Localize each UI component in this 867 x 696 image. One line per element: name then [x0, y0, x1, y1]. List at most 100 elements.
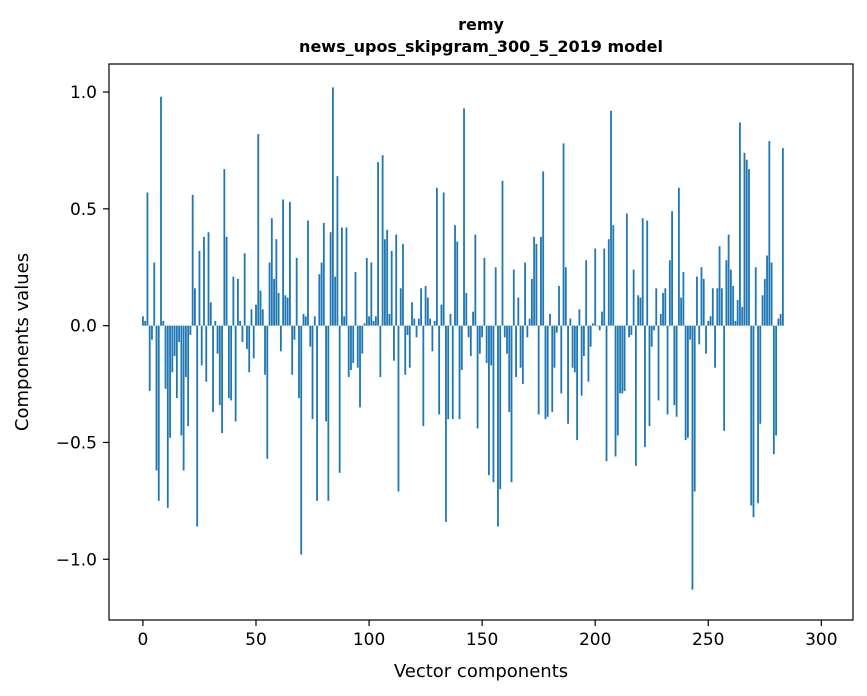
- bar-126: [426, 297, 429, 326]
- bar-29: [207, 232, 210, 326]
- bar-9: [162, 320, 165, 326]
- bar-31: [212, 325, 214, 413]
- bar-95: [356, 325, 359, 368]
- bar-98: [363, 323, 366, 326]
- bar-198: [589, 325, 592, 347]
- bar-206: [607, 239, 610, 326]
- bar-54: [264, 325, 266, 375]
- bar-22: [191, 194, 194, 326]
- bar-111: [393, 325, 395, 361]
- bar-221: [641, 218, 644, 326]
- bar-249: [705, 325, 707, 354]
- bar-232: [666, 325, 669, 415]
- bar-212: [621, 325, 624, 394]
- bar-225: [650, 325, 653, 347]
- bar-88: [341, 227, 343, 326]
- bar-211: [619, 325, 621, 394]
- x-tick-label: 0: [138, 630, 149, 650]
- bar-200: [594, 248, 597, 326]
- bar-86: [336, 176, 339, 326]
- bar-23: [194, 288, 196, 326]
- bar-226: [653, 325, 655, 331]
- bar-82: [327, 325, 330, 501]
- bar-159: [501, 180, 504, 326]
- bar-177: [542, 171, 545, 326]
- bar-114: [399, 288, 402, 326]
- bar-274: [761, 295, 764, 326]
- bar-71: [302, 313, 305, 326]
- bar-235: [673, 325, 676, 406]
- x-axis-label: Vector components: [394, 661, 568, 682]
- bar-19: [184, 325, 187, 378]
- bar-93: [352, 325, 355, 364]
- bar-139: [456, 241, 459, 326]
- bar-131: [438, 325, 441, 415]
- bar-42: [237, 278, 239, 326]
- bar-33: [216, 325, 219, 354]
- bar-237: [677, 187, 680, 326]
- bar-56: [268, 262, 271, 326]
- bar-257: [723, 325, 726, 431]
- bar-220: [639, 297, 642, 326]
- bar-144: [467, 325, 470, 338]
- bar-122: [417, 318, 420, 326]
- bar-195: [582, 325, 585, 357]
- bar-266: [743, 152, 746, 326]
- x-tick-label: 150: [466, 630, 498, 650]
- bar-20: [187, 325, 190, 427]
- bar-184: [558, 285, 560, 326]
- bar-275: [763, 278, 766, 326]
- bar-2: [146, 192, 149, 326]
- bar-185: [560, 325, 563, 394]
- bar-66: [291, 325, 294, 375]
- bar-26: [200, 325, 203, 366]
- bar-270: [752, 325, 755, 518]
- bar-164: [512, 269, 515, 326]
- bar-142: [463, 108, 465, 326]
- bar-143: [465, 292, 468, 326]
- plot-frame: [108, 63, 854, 621]
- bar-265: [741, 306, 744, 326]
- bar-204: [603, 248, 606, 326]
- bar-73: [307, 220, 309, 326]
- bar-101: [370, 262, 373, 326]
- bar-68: [295, 257, 298, 326]
- bar-3: [148, 325, 151, 392]
- bar-55: [266, 325, 269, 459]
- bar-194: [580, 325, 583, 396]
- bar-201: [596, 325, 599, 327]
- bar-1: [144, 320, 147, 326]
- bar-65: [289, 201, 291, 326]
- bar-103: [374, 316, 377, 326]
- bar-124: [422, 325, 425, 427]
- bar-245: [696, 276, 698, 326]
- bar-135: [447, 325, 450, 420]
- bar-256: [720, 288, 723, 326]
- bar-227: [655, 288, 658, 326]
- bar-243: [691, 325, 694, 590]
- chart-title-line-2: news_upos_skipgram_300_5_2019 model: [299, 37, 663, 56]
- bar-154: [490, 325, 493, 366]
- bar-170: [526, 325, 529, 338]
- bar-76: [313, 316, 316, 326]
- bar-72: [304, 316, 307, 326]
- bar-197: [587, 325, 590, 382]
- bar-105: [379, 325, 382, 378]
- y-tick-label: −1.0: [56, 550, 97, 570]
- bar-268: [748, 169, 750, 326]
- bar-273: [759, 325, 762, 424]
- bar-205: [605, 325, 608, 462]
- y-tick-label: 0.0: [70, 317, 97, 337]
- bar-166: [517, 297, 520, 326]
- bar-112: [395, 234, 398, 326]
- bar-219: [637, 295, 640, 326]
- y-tick-label: −0.5: [56, 433, 97, 453]
- bar-264: [739, 122, 741, 326]
- bar-149: [478, 325, 481, 354]
- bar-209: [614, 325, 617, 457]
- bar-132: [440, 304, 443, 326]
- bar-138: [454, 225, 456, 326]
- bar-267: [745, 159, 748, 326]
- bar-179: [546, 325, 549, 417]
